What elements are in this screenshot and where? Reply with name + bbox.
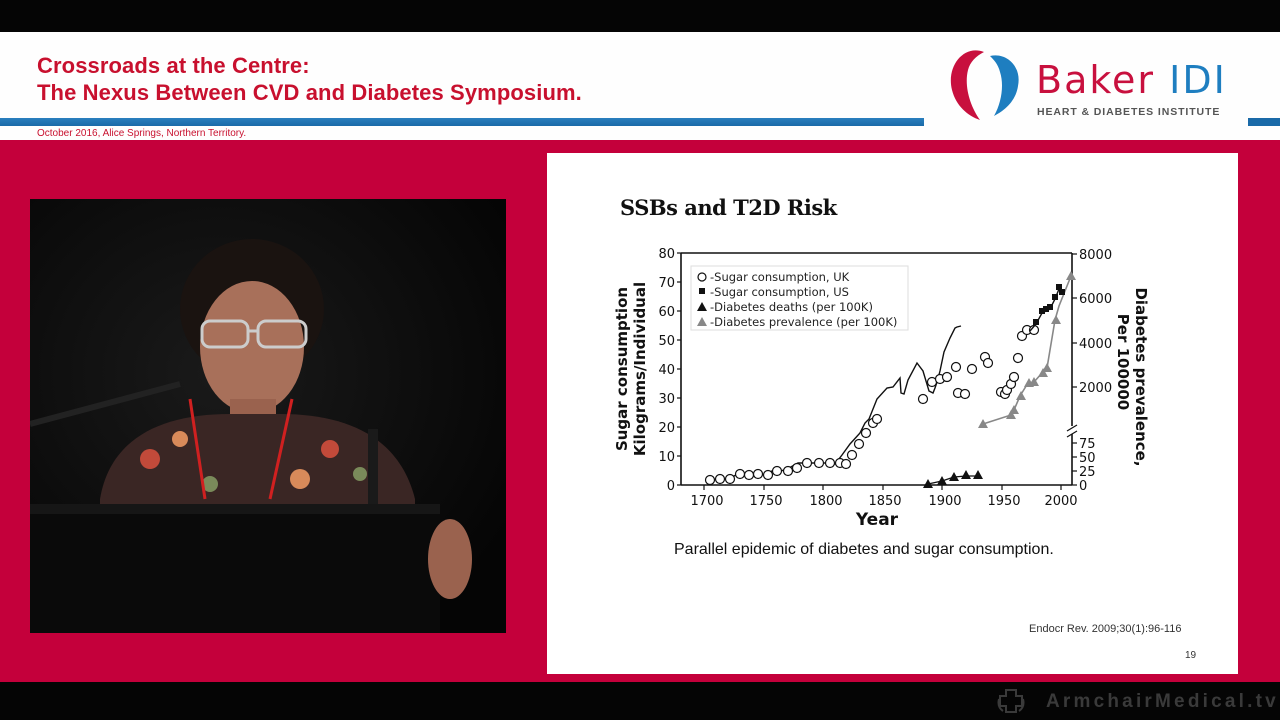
x-axis-label: Year: [855, 510, 899, 530]
series-diabetes-prevalence: [978, 271, 1076, 428]
slide-title: SSBs and T2D Risk: [620, 195, 837, 220]
title-line-2: The Nexus Between CVD and Diabetes Sympo…: [37, 80, 582, 105]
y-right-tick-8000: 8000: [1079, 248, 1112, 263]
legend-us: -Sugar consumption, US: [710, 285, 849, 299]
x-tick-1900: 1900: [928, 494, 961, 509]
y-right-tick-6000: 6000: [1079, 292, 1112, 307]
y-right-tick-50: 50: [1079, 451, 1096, 466]
armchair-medical-cross-icon: [997, 689, 1025, 713]
x-tick-1700: 1700: [690, 494, 723, 509]
x-tick-1800: 1800: [809, 494, 842, 509]
y-right-tick-0: 0: [1079, 479, 1087, 494]
series-sugar-uk: [704, 324, 1040, 486]
legend-prevalence: -Diabetes prevalence (per 100K): [710, 315, 897, 329]
logo-tagline: HEART & DIABETES INSTITUTE: [1037, 106, 1221, 118]
event-details: October 2016, Alice Springs, Northern Te…: [37, 128, 247, 139]
speaker-video: [30, 199, 506, 633]
header-divider-right: [1248, 118, 1280, 126]
left-y-axis-label-2: Kilograms/Individual: [631, 282, 649, 456]
bottom-letterbox: ArmchairMedical.tv: [0, 682, 1280, 720]
x-tick-1850: 1850: [868, 494, 901, 509]
y-tick-80: 80: [658, 247, 675, 262]
logo-name-baker: Baker: [1036, 58, 1156, 102]
logo-name-idi: IDI: [1169, 58, 1227, 102]
chart-legend: -Sugar consumption, UK -Sugar consumptio…: [690, 265, 909, 331]
y-right-tick-2000: 2000: [1079, 381, 1112, 396]
right-y-axis: 8000 6000 4000 2000 75 50 25 0: [1072, 248, 1112, 494]
y-tick-0: 0: [667, 479, 675, 494]
presentation-stage: SSBs and T2D Risk: [0, 140, 1280, 682]
y-tick-20: 20: [658, 421, 675, 436]
title-line-1: Crossroads at the Centre:: [37, 53, 310, 78]
y-tick-30: 30: [658, 392, 675, 407]
y-right-tick-25: 25: [1079, 465, 1096, 480]
y-right-tick-4000: 4000: [1079, 337, 1112, 352]
left-y-axis: 0 10 20 30 40 50 60 70 80: [658, 247, 681, 494]
series-sugar-us: [1029, 284, 1065, 332]
slide-reference: Endocr Rev. 2009;30(1):96-116: [1029, 623, 1182, 635]
y-tick-60: 60: [658, 305, 675, 320]
x-axis: 1700 1750 1800 1850 1900 1950 2000: [690, 485, 1078, 509]
y-right-tick-75: 75: [1079, 437, 1096, 452]
y-tick-40: 40: [658, 363, 675, 378]
x-tick-1750: 1750: [749, 494, 782, 509]
baker-idi-logo: Baker IDI HEART & DIABETES INSTITUTE: [944, 46, 1244, 126]
top-letterbox: [0, 0, 1280, 32]
heart-logo-icon: [950, 50, 1019, 120]
symposium-header: Crossroads at the Centre: The Nexus Betw…: [0, 32, 1280, 140]
right-y-axis-label-2: Per 100000: [1114, 314, 1132, 410]
sugar-diabetes-chart: 0 10 20 30 40 50 60 70 80 Sugar consumpt…: [613, 247, 1150, 530]
presentation-slide: SSBs and T2D Risk: [547, 153, 1238, 674]
slide-caption: Parallel epidemic of diabetes and sugar …: [674, 541, 1054, 558]
legend-deaths: -Diabetes deaths (per 100K): [710, 300, 873, 314]
slide-page-number: 19: [1185, 650, 1197, 661]
x-tick-2000: 2000: [1044, 494, 1077, 509]
right-y-axis-label: Diabetes prevalence,: [1132, 287, 1150, 466]
logo-wordmark: Baker IDI: [1036, 58, 1227, 102]
x-tick-1950: 1950: [987, 494, 1020, 509]
y-tick-50: 50: [658, 334, 675, 349]
watermark-brand: ArmchairMedical.tv: [1046, 691, 1279, 712]
left-y-axis-label: Sugar consumption: [613, 287, 631, 451]
series-diabetes-deaths: [923, 470, 983, 488]
header-divider-left: [0, 118, 924, 126]
legend-uk: -Sugar consumption, UK: [710, 270, 850, 284]
y-tick-70: 70: [658, 276, 675, 291]
speaker-video-frame: [30, 199, 506, 633]
y-tick-10: 10: [658, 450, 675, 465]
symposium-title: Crossroads at the Centre: The Nexus Betw…: [37, 52, 582, 106]
